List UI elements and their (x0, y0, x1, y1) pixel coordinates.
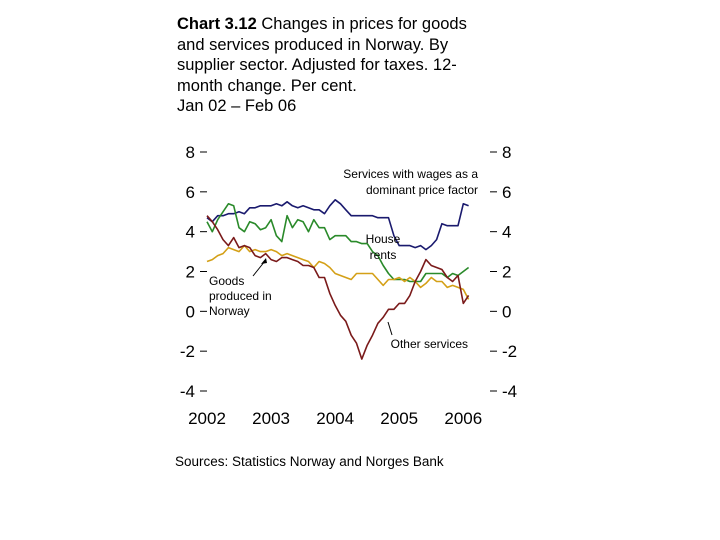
annotation-other-services: Other services (391, 337, 468, 351)
series-line-goods (206, 244, 470, 300)
series-line-services-wages (206, 199, 469, 251)
y-tick-label-right: 4 (502, 223, 511, 242)
annotation-arrowhead-goods (261, 258, 267, 264)
y-tick-label-left: -2 (180, 342, 195, 361)
y-tick-label-right: -2 (502, 342, 517, 361)
series-line-other-services (206, 215, 470, 360)
y-tick-label-right: 8 (502, 143, 511, 162)
title-line-3: supplier sector. Adjusted for taxes. 12- (177, 56, 457, 74)
y-tick-label-left: 2 (186, 263, 195, 282)
x-tick-label: 2002 (188, 409, 226, 428)
y-tick-label-right: -4 (502, 382, 517, 401)
y-tick-label-left: 4 (186, 223, 195, 242)
title-line-1: Changes in prices for goods (261, 15, 467, 33)
annotation-leader-other-services (387, 321, 393, 336)
annotation-goods: produced in (209, 289, 272, 303)
annotation-house-rents: House (366, 232, 401, 246)
title-line-5: Jan 02 – Feb 06 (177, 97, 297, 115)
y-tick-label-right: 2 (502, 263, 511, 282)
annotation-goods: Goods (209, 274, 244, 288)
y-tick-label-left: 0 (186, 302, 195, 321)
y-tick-label-left: 6 (186, 183, 195, 202)
x-tick-label: 2003 (252, 409, 290, 428)
annotation-house-rents: rents (370, 248, 397, 262)
x-tick-label: 2004 (316, 409, 354, 428)
y-tick-label-left: -4 (180, 382, 195, 401)
annotation-services-wages: Services with wages as a (343, 167, 478, 181)
source-note: Sources: Statistics Norway and Norges Ba… (175, 454, 444, 469)
title-line-2: and services produced in Norway. By (177, 35, 449, 54)
x-tick-label: 2005 (380, 409, 418, 428)
y-tick-label-left: 8 (186, 143, 195, 162)
annotation-goods: Norway (209, 304, 250, 318)
chart-number: Chart 3.12 (177, 15, 257, 33)
annotations: Services with wages as a dominant price f… (209, 167, 478, 351)
annotation-services-wages: dominant price factor (366, 183, 478, 197)
y-tick-label-right: 0 (502, 302, 511, 321)
series-lines (206, 199, 470, 360)
title-line-4: month change. Per cent. (177, 76, 357, 95)
y-tick-label-right: 6 (502, 183, 511, 202)
axes: 8 8 6 6 4 4 2 2 0 0 -2 -2 -4 -4 2002 2003 2004 2005 2006 (180, 143, 517, 428)
x-tick-label: 2006 (444, 409, 482, 428)
chart-title: Chart 3.12 Changes in prices for goods a… (177, 14, 522, 117)
series-line-house-rents (206, 203, 470, 283)
